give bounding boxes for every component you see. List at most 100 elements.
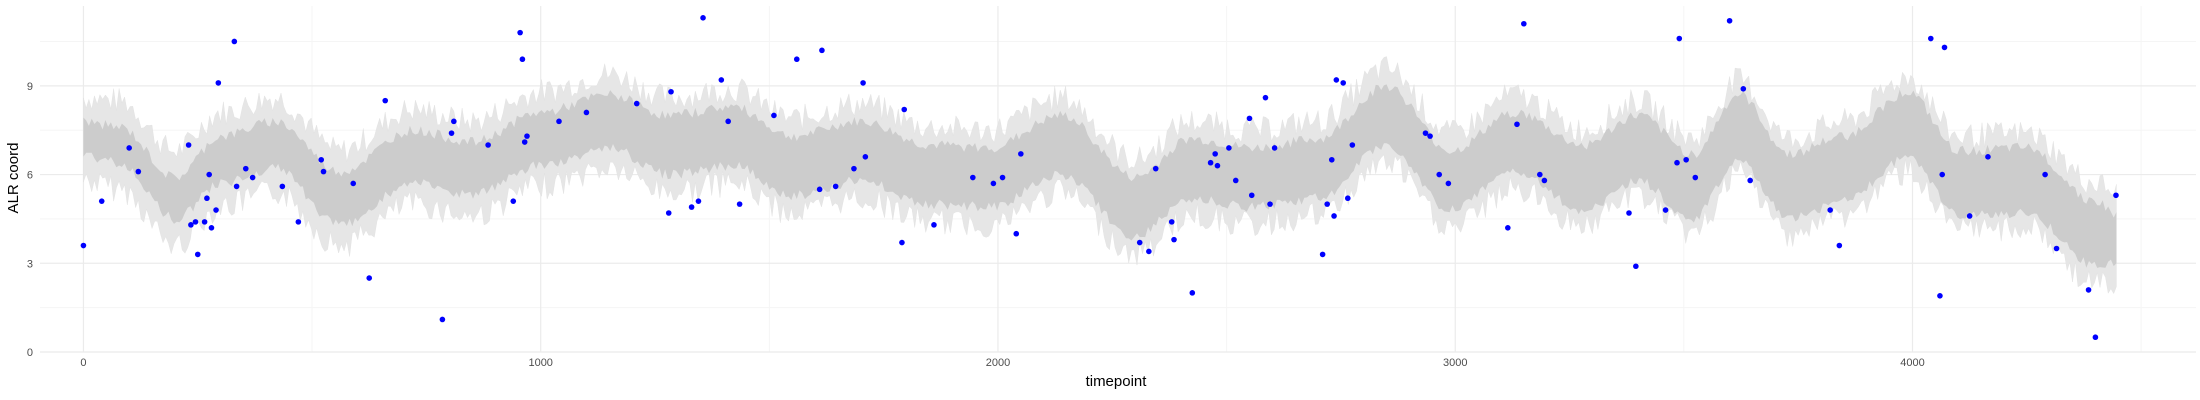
- data-point: [860, 80, 866, 86]
- data-point: [1740, 86, 1747, 92]
- data-point: [448, 130, 455, 136]
- data-point: [350, 180, 357, 187]
- data-point: [1168, 219, 1175, 225]
- data-point: [1674, 159, 1680, 166]
- data-point: [1214, 162, 1221, 169]
- data-point: [521, 139, 528, 145]
- data-point: [80, 242, 87, 249]
- data-point: [1248, 192, 1255, 199]
- data-points: [80, 15, 2119, 341]
- data-point: [320, 168, 327, 175]
- data-point: [295, 219, 302, 225]
- x-tick-label: 1000: [528, 357, 552, 369]
- x-axis-title: timepoint: [1086, 373, 1148, 390]
- data-point: [242, 165, 249, 172]
- data-point: [736, 201, 743, 207]
- data-point: [1747, 177, 1753, 184]
- data-point: [1232, 177, 1239, 184]
- data-point: [1445, 180, 1452, 187]
- data-point: [1541, 177, 1548, 184]
- data-point: [185, 142, 192, 148]
- data-point: [816, 186, 823, 193]
- data-point: [1319, 251, 1326, 258]
- data-point: [98, 198, 105, 204]
- data-point: [695, 198, 702, 204]
- data-point: [970, 174, 976, 181]
- data-point: [1018, 151, 1024, 157]
- y-tick-label: 6: [27, 170, 33, 182]
- data-point: [215, 80, 222, 86]
- data-point: [2085, 287, 2092, 293]
- data-point: [1692, 174, 1699, 181]
- data-point: [1136, 239, 1143, 246]
- data-point: [700, 15, 706, 21]
- data-point: [1927, 35, 1934, 42]
- data-point: [1436, 171, 1443, 178]
- data-point: [1626, 210, 1632, 216]
- data-point: [233, 183, 240, 190]
- data-point: [1427, 133, 1433, 139]
- data-point: [451, 118, 457, 125]
- data-point: [1207, 159, 1214, 166]
- data-point: [1331, 213, 1337, 219]
- data-point: [1328, 156, 1335, 163]
- data-point: [832, 183, 839, 190]
- data-point: [1271, 145, 1278, 151]
- data-point: [899, 239, 905, 246]
- data-point: [2053, 245, 2060, 252]
- data-point: [1683, 156, 1689, 163]
- data-point: [771, 112, 777, 119]
- data-point: [1836, 242, 1843, 249]
- data-point: [1146, 248, 1152, 255]
- x-tick-label: 3000: [1443, 357, 1467, 369]
- data-point: [1189, 290, 1196, 296]
- data-point: [279, 183, 286, 190]
- data-point: [1827, 207, 1833, 213]
- data-point: [1340, 80, 1347, 86]
- data-point: [1676, 35, 1683, 42]
- data-point: [1333, 77, 1340, 83]
- data-point: [510, 198, 517, 204]
- data-point: [851, 165, 857, 172]
- data-point: [231, 38, 238, 45]
- data-point: [519, 56, 526, 63]
- data-point: [793, 56, 800, 63]
- interval-bands: [83, 56, 2117, 295]
- data-point: [249, 174, 256, 181]
- data-point: [485, 142, 491, 148]
- data-point: [990, 180, 997, 187]
- y-axis-title: ALR coord: [5, 143, 22, 214]
- data-point: [2092, 334, 2099, 341]
- data-point: [556, 118, 562, 125]
- data-point: [382, 97, 389, 104]
- data-point: [1267, 201, 1273, 207]
- data-point: [688, 204, 695, 210]
- data-point: [999, 174, 1006, 181]
- data-point: [1349, 142, 1356, 148]
- data-point: [1726, 17, 1733, 24]
- data-point: [1262, 94, 1269, 101]
- x-axis-ticks: 0 1000 2000 3000 4000: [80, 357, 1924, 369]
- x-tick-label: 0: [80, 357, 86, 369]
- data-point: [1422, 130, 1429, 136]
- x-tick-label: 2000: [986, 357, 1010, 369]
- data-point: [931, 222, 937, 228]
- data-point: [204, 195, 210, 202]
- data-point: [668, 88, 674, 95]
- data-point: [1324, 201, 1330, 207]
- data-point: [192, 219, 199, 225]
- inner-interval-band: [83, 84, 2117, 268]
- data-point: [2113, 192, 2119, 199]
- data-point: [1344, 195, 1351, 202]
- data-point: [1633, 263, 1639, 270]
- data-point: [2042, 171, 2048, 178]
- data-point: [819, 47, 825, 54]
- y-tick-label: 3: [27, 258, 33, 270]
- data-point: [206, 171, 212, 178]
- data-point: [1171, 236, 1177, 243]
- data-point: [188, 222, 194, 228]
- data-point: [1939, 171, 1946, 178]
- data-point: [208, 224, 215, 231]
- data-point: [1514, 121, 1520, 128]
